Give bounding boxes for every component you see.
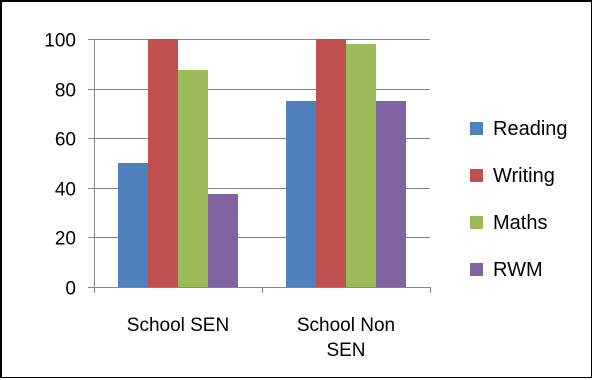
x-tick-label-2-line-1: School Non [297, 315, 395, 336]
bar-rwm-2 [376, 101, 406, 287]
legend-swatch-reading [470, 122, 483, 135]
legend-label-rwm: RWM [493, 259, 543, 281]
x-tick-label-2-line-2: SEN [326, 340, 365, 361]
x-tick-label-1-line-1: School SEN [127, 315, 229, 336]
legend-label-writing: Writing [493, 165, 555, 187]
y-tick-label-80: 80 [55, 81, 76, 102]
y-tick-label-0: 0 [65, 279, 76, 300]
legend-swatch-writing [470, 169, 483, 182]
legend-swatch-rwm [470, 263, 483, 276]
legend-label-maths: Maths [493, 212, 547, 234]
y-tick-label-100: 100 [44, 31, 76, 52]
y-tick-label-40: 40 [55, 180, 76, 201]
bar-maths-1 [178, 70, 208, 287]
x-tick-labels: School SEN School Non SEN [127, 315, 395, 361]
bars [118, 39, 406, 288]
bar-writing-1 [148, 39, 178, 287]
bar-reading-2 [286, 101, 316, 287]
bar-rwm-1 [208, 194, 238, 287]
axes [88, 39, 431, 293]
legend-label-reading: Reading [493, 118, 568, 140]
bar-maths-2 [346, 43, 376, 288]
bar-reading-1 [118, 163, 148, 287]
y-tick-label-20: 20 [55, 229, 76, 250]
legend: Reading Writing Maths RWM [470, 118, 568, 281]
y-tick-label-60: 60 [55, 130, 76, 151]
legend-swatch-maths [470, 216, 483, 229]
y-tick-labels: 0 20 40 60 80 100 [44, 31, 76, 300]
bar-writing-2 [316, 39, 346, 287]
